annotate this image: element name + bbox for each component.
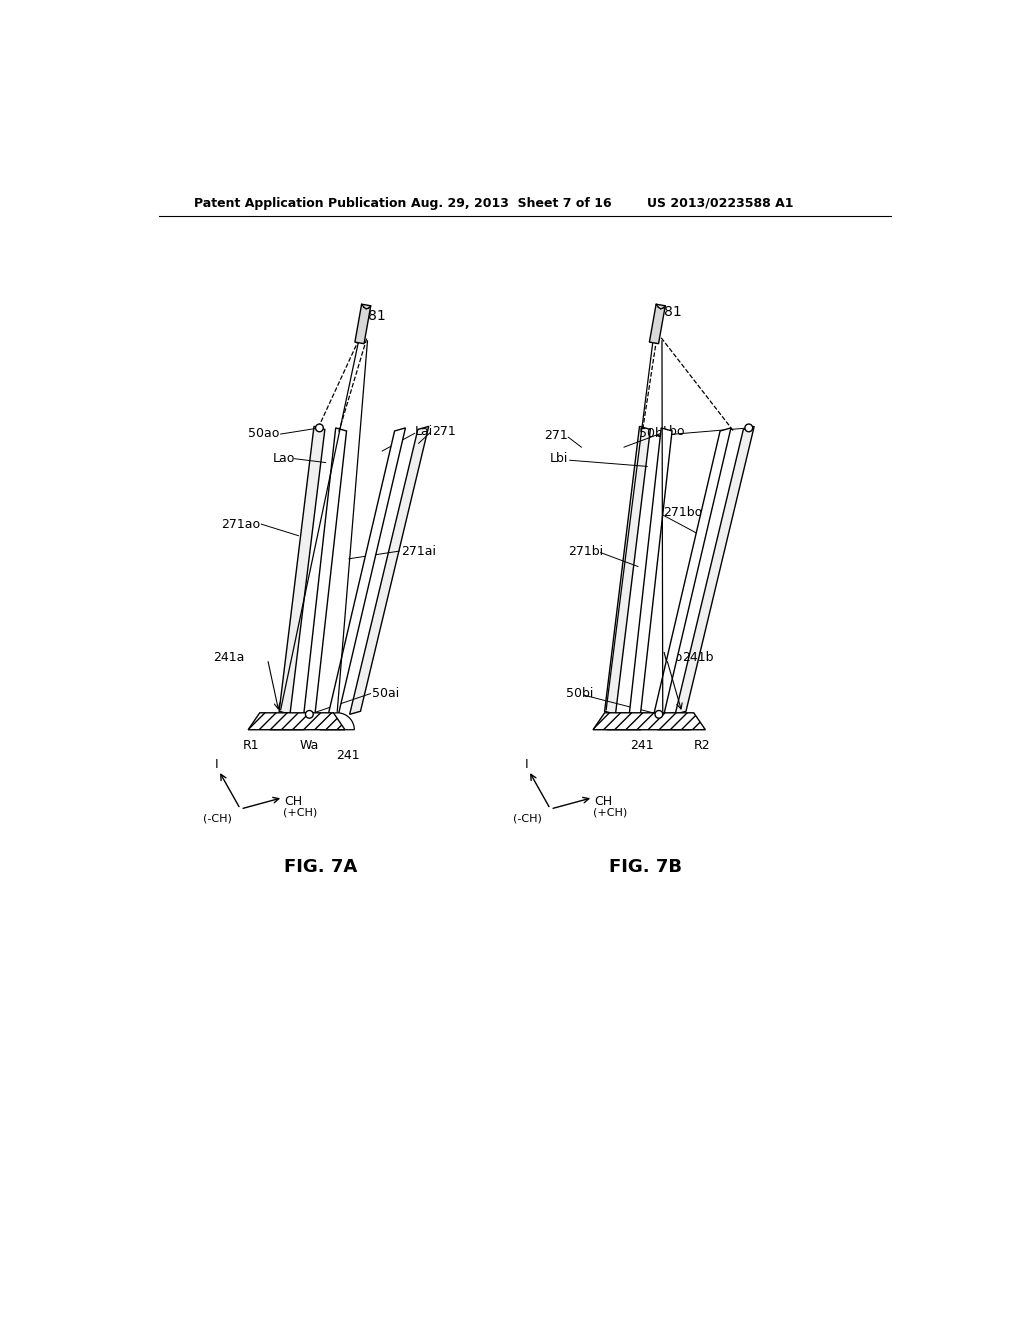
Text: Patent Application Publication: Patent Application Publication <box>194 197 407 210</box>
Text: CH: CH <box>595 795 612 808</box>
Polygon shape <box>321 713 354 730</box>
Polygon shape <box>270 713 304 730</box>
Text: 50bo: 50bo <box>640 426 671 440</box>
Text: R2: R2 <box>693 739 711 751</box>
Text: Lbo: Lbo <box>663 425 685 438</box>
Text: US 2013/0223588 A1: US 2013/0223588 A1 <box>647 197 794 210</box>
Text: 271: 271 <box>545 429 568 442</box>
Text: Lbi: Lbi <box>550 453 568 465</box>
Text: Wa: Wa <box>300 739 319 751</box>
Circle shape <box>315 424 324 432</box>
Polygon shape <box>604 426 650 714</box>
Text: (-CH): (-CH) <box>513 813 542 824</box>
Text: Lao: Lao <box>272 453 295 465</box>
Text: 271ao: 271ao <box>220 517 260 531</box>
Polygon shape <box>630 428 672 715</box>
Text: FIG. 7B: FIG. 7B <box>609 858 682 875</box>
Text: Wb: Wb <box>663 651 683 664</box>
Circle shape <box>305 710 313 718</box>
Text: 271bo: 271bo <box>663 506 702 519</box>
Text: 271: 271 <box>432 425 456 438</box>
Text: 271ai: 271ai <box>400 545 436 557</box>
Text: 241: 241 <box>630 739 654 751</box>
Text: 271bi: 271bi <box>568 545 603 557</box>
Text: I: I <box>524 758 528 771</box>
Text: 50ao: 50ao <box>248 426 280 440</box>
Text: 241: 241 <box>336 748 359 762</box>
Polygon shape <box>675 426 755 714</box>
Polygon shape <box>304 428 346 715</box>
Text: (+CH): (+CH) <box>283 808 317 818</box>
Circle shape <box>744 424 753 432</box>
Polygon shape <box>328 428 406 715</box>
Text: 50bi: 50bi <box>566 686 593 700</box>
Text: R1: R1 <box>243 739 259 751</box>
Text: FIG. 7A: FIG. 7A <box>284 858 356 875</box>
Text: 81: 81 <box>664 305 681 319</box>
Text: 241a: 241a <box>213 651 245 664</box>
Text: I: I <box>215 758 218 771</box>
Text: Lai: Lai <box>415 425 433 438</box>
Text: (-CH): (-CH) <box>203 813 232 824</box>
Polygon shape <box>280 426 325 714</box>
Polygon shape <box>349 426 429 714</box>
Text: CH: CH <box>285 795 303 808</box>
Polygon shape <box>248 713 345 730</box>
Polygon shape <box>657 713 691 730</box>
Text: 50ai: 50ai <box>372 686 399 700</box>
Polygon shape <box>593 713 706 730</box>
Text: (+CH): (+CH) <box>593 808 628 818</box>
Circle shape <box>655 710 663 718</box>
Text: Aug. 29, 2013  Sheet 7 of 16: Aug. 29, 2013 Sheet 7 of 16 <box>411 197 611 210</box>
Text: 81: 81 <box>369 309 386 323</box>
Text: 241b: 241b <box>682 651 714 664</box>
Polygon shape <box>649 304 666 343</box>
Polygon shape <box>653 428 731 715</box>
Polygon shape <box>355 304 371 343</box>
Polygon shape <box>607 713 641 730</box>
